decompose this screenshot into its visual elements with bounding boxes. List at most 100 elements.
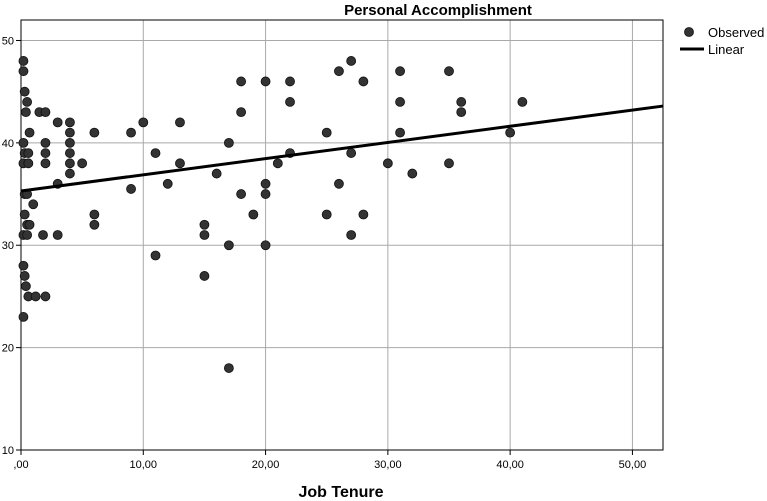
x-tick-label: 50,00 (619, 459, 647, 471)
data-point (444, 158, 454, 169)
data-point (24, 127, 35, 138)
data-point (505, 127, 516, 138)
axis-ticks: ,00 10,00 20,00 30,00 40,00 50,00 10 20 30 40 50 (2, 35, 646, 471)
data-point (334, 66, 344, 77)
data-point (38, 230, 48, 240)
data-point (40, 137, 51, 148)
data-point (65, 148, 75, 158)
data-point (40, 158, 51, 169)
data-point (40, 291, 51, 302)
data-point (162, 178, 173, 189)
data-point (89, 219, 100, 230)
data-point (260, 178, 271, 189)
data-point (199, 271, 210, 281)
data-point (89, 209, 100, 220)
data-point (236, 107, 247, 118)
data-point (358, 209, 369, 220)
legend-observed-label: Observed (708, 25, 764, 40)
x-tick-label: 10,00 (130, 459, 158, 471)
data-point (407, 168, 418, 179)
legend-linear-label: Linear (708, 42, 745, 57)
data-point (199, 219, 210, 230)
data-point (236, 189, 247, 199)
data-point (126, 184, 136, 194)
data-point (28, 199, 39, 210)
data-point (138, 117, 149, 128)
data-point (456, 97, 467, 107)
data-point (248, 209, 259, 220)
data-point (321, 209, 332, 220)
x-axis-label: Job Tenure (298, 484, 383, 501)
chart-title: Personal Accomplishment (344, 2, 532, 19)
data-point (150, 148, 161, 158)
y-tick-label: 40 (2, 138, 14, 150)
legend-observed-marker (684, 27, 694, 37)
linear-fit-line (20, 104, 664, 193)
data-point (199, 230, 210, 240)
linear-fit (20, 104, 664, 193)
y-tick-label: 10 (2, 445, 14, 457)
data-point (285, 76, 295, 87)
data-point (20, 107, 31, 118)
x-tick-label: ,00 (13, 459, 28, 471)
data-point (19, 209, 30, 220)
data-point (89, 127, 100, 138)
data-point (23, 148, 34, 158)
data-point (211, 168, 222, 179)
data-point (40, 107, 51, 118)
data-point (18, 312, 29, 322)
data-point (77, 158, 88, 169)
data-point (272, 158, 283, 169)
data-point (321, 127, 332, 138)
observed-points (18, 56, 528, 373)
data-point (382, 158, 393, 169)
data-point (65, 137, 75, 148)
data-point (22, 230, 33, 240)
data-point (456, 107, 467, 118)
data-point (18, 260, 29, 271)
x-tick-label: 30,00 (374, 459, 402, 471)
data-point (346, 56, 357, 66)
data-point (395, 97, 405, 107)
data-point (334, 178, 344, 189)
data-point (18, 66, 29, 77)
data-point (22, 97, 33, 107)
data-point (52, 230, 63, 240)
data-point (19, 271, 30, 281)
data-point (358, 76, 369, 87)
y-tick-label: 30 (2, 240, 14, 252)
data-point (18, 56, 29, 66)
gridlines (21, 20, 663, 450)
data-point (65, 127, 75, 138)
data-point (20, 281, 31, 292)
x-tick-label: 40,00 (496, 459, 524, 471)
data-point (444, 66, 454, 77)
data-point (175, 158, 185, 169)
data-point (65, 158, 75, 169)
data-point (395, 66, 405, 77)
data-point (260, 76, 271, 87)
data-point (19, 86, 30, 97)
data-point (395, 127, 405, 138)
data-point (18, 137, 29, 148)
data-point (260, 240, 271, 251)
data-point (260, 189, 271, 199)
data-point (175, 117, 185, 128)
data-point (346, 148, 357, 158)
data-point (223, 240, 234, 251)
legend: Observed Linear (680, 25, 764, 57)
data-point (126, 127, 136, 138)
y-tick-label: 20 (2, 343, 14, 355)
data-point (223, 363, 234, 373)
data-point (236, 76, 247, 87)
data-point (52, 117, 63, 128)
data-point (346, 230, 357, 240)
data-point (23, 158, 34, 169)
data-point (40, 148, 51, 158)
data-point (223, 137, 234, 148)
data-point (517, 97, 528, 107)
data-point (65, 117, 75, 128)
data-point (285, 97, 295, 107)
